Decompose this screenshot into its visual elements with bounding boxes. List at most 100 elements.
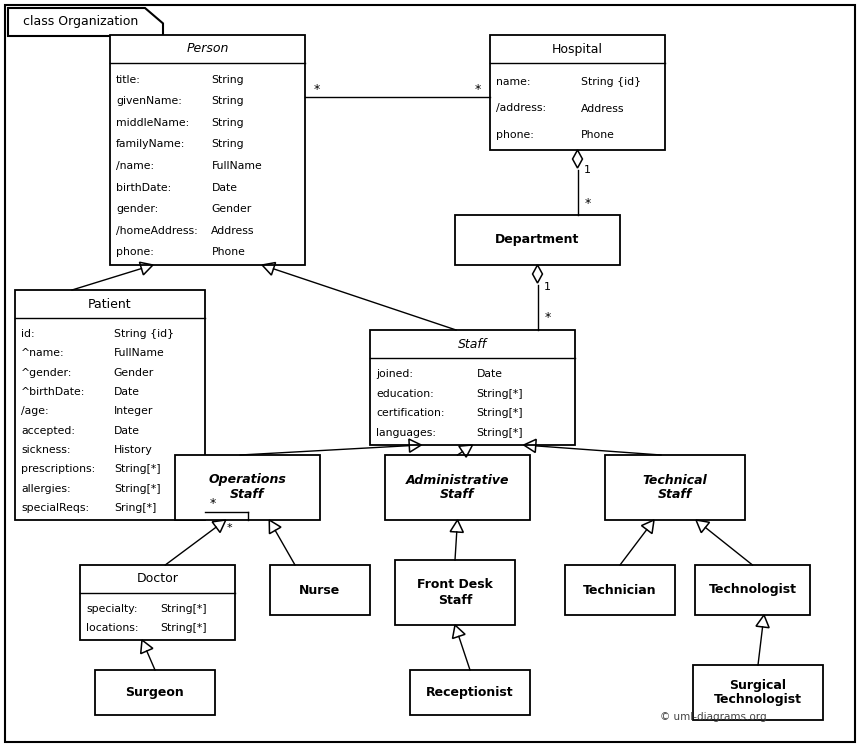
Text: FullName: FullName	[114, 348, 164, 358]
Bar	[370, 330, 575, 445]
Text: languages:: languages:	[376, 428, 436, 438]
Text: Phone: Phone	[212, 247, 245, 257]
Bar	[15, 290, 205, 520]
Text: /name:: /name:	[116, 161, 154, 171]
Text: Administrative
Staff: Administrative Staff	[406, 474, 509, 501]
Text: Integer: Integer	[114, 406, 153, 416]
Bar	[110, 35, 305, 265]
Text: Gender: Gender	[212, 204, 252, 214]
Text: *: *	[227, 523, 232, 533]
Bar	[385, 455, 530, 520]
Text: class Organization: class Organization	[23, 16, 138, 28]
Text: *: *	[544, 311, 550, 324]
Text: specialReqs:: specialReqs:	[21, 503, 89, 513]
Bar	[80, 565, 235, 640]
Text: Staff: Staff	[458, 338, 487, 350]
Text: title:: title:	[116, 75, 141, 84]
Text: History: History	[114, 445, 152, 455]
Text: 1: 1	[584, 165, 591, 175]
Text: String[*]: String[*]	[161, 604, 207, 614]
Bar	[175, 455, 320, 520]
Text: /address:: /address:	[496, 104, 546, 114]
Text: *: *	[210, 498, 216, 510]
Text: String {id}: String {id}	[114, 329, 174, 338]
Text: Date: Date	[476, 369, 502, 379]
Text: Operations
Staff: Operations Staff	[209, 474, 286, 501]
Text: locations:: locations:	[86, 623, 138, 633]
Bar	[455, 215, 620, 265]
Text: Date: Date	[212, 182, 237, 193]
Text: sickness:: sickness:	[21, 445, 71, 455]
Text: accepted:: accepted:	[21, 426, 75, 436]
Polygon shape	[8, 8, 163, 36]
Text: © uml-diagrams.org: © uml-diagrams.org	[660, 712, 766, 722]
Text: FullName: FullName	[212, 161, 262, 171]
Text: *: *	[475, 84, 481, 96]
Text: givenName:: givenName:	[116, 96, 181, 106]
Text: ^name:: ^name:	[21, 348, 64, 358]
Text: Doctor: Doctor	[137, 572, 178, 586]
Text: ^gender:: ^gender:	[21, 368, 72, 377]
Text: Person: Person	[187, 43, 229, 55]
Text: familyName:: familyName:	[116, 140, 186, 149]
Polygon shape	[573, 150, 582, 168]
Text: name:: name:	[496, 77, 531, 87]
Text: *: *	[314, 84, 320, 96]
Bar	[270, 565, 370, 615]
Text: Address: Address	[212, 226, 255, 235]
Text: certification:: certification:	[376, 409, 445, 418]
Text: Technician: Technician	[583, 583, 657, 597]
Text: middleName:: middleName:	[116, 118, 189, 128]
Text: String {id}: String {id}	[581, 77, 641, 87]
Polygon shape	[532, 265, 543, 283]
Text: joined:: joined:	[376, 369, 413, 379]
Text: Address: Address	[581, 104, 624, 114]
Text: Technical
Staff: Technical Staff	[642, 474, 708, 501]
Bar	[693, 665, 823, 720]
Text: String: String	[212, 96, 244, 106]
Text: id:: id:	[21, 329, 34, 338]
Text: String[*]: String[*]	[114, 465, 161, 474]
Text: phone:: phone:	[116, 247, 154, 257]
Text: birthDate:: birthDate:	[116, 182, 171, 193]
Text: Gender: Gender	[114, 368, 154, 377]
Text: String[*]: String[*]	[476, 388, 523, 399]
Bar	[605, 455, 745, 520]
Text: String: String	[212, 118, 244, 128]
Bar	[410, 670, 530, 715]
Text: Hospital: Hospital	[552, 43, 603, 55]
Bar	[95, 670, 215, 715]
Text: gender:: gender:	[116, 204, 158, 214]
Text: String[*]: String[*]	[114, 484, 161, 494]
Text: Surgical
Technologist: Surgical Technologist	[714, 678, 802, 707]
Text: 1: 1	[544, 282, 551, 292]
Bar	[695, 565, 810, 615]
Bar	[395, 560, 515, 625]
Text: /age:: /age:	[21, 406, 49, 416]
Bar	[565, 565, 675, 615]
Text: *: *	[585, 196, 591, 209]
Text: specialty:: specialty:	[86, 604, 138, 614]
Text: Date: Date	[114, 426, 140, 436]
Text: Phone: Phone	[581, 130, 615, 140]
Text: Front Desk
Staff: Front Desk Staff	[417, 578, 493, 607]
Text: Nurse: Nurse	[299, 583, 341, 597]
Text: String[*]: String[*]	[161, 623, 207, 633]
Text: Date: Date	[114, 387, 140, 397]
Text: Technologist: Technologist	[709, 583, 796, 597]
Text: allergies:: allergies:	[21, 484, 71, 494]
Text: String: String	[212, 140, 244, 149]
Text: prescriptions:: prescriptions:	[21, 465, 95, 474]
Text: /homeAddress:: /homeAddress:	[116, 226, 198, 235]
Text: ^birthDate:: ^birthDate:	[21, 387, 85, 397]
Bar	[490, 35, 665, 150]
Text: Patient: Patient	[89, 297, 132, 311]
Text: education:: education:	[376, 388, 433, 399]
Text: String[*]: String[*]	[476, 409, 523, 418]
Text: Sring[*]: Sring[*]	[114, 503, 157, 513]
Text: Surgeon: Surgeon	[126, 686, 184, 699]
Text: phone:: phone:	[496, 130, 534, 140]
Text: Receptionist: Receptionist	[427, 686, 513, 699]
Text: String[*]: String[*]	[476, 428, 523, 438]
Text: String: String	[212, 75, 244, 84]
